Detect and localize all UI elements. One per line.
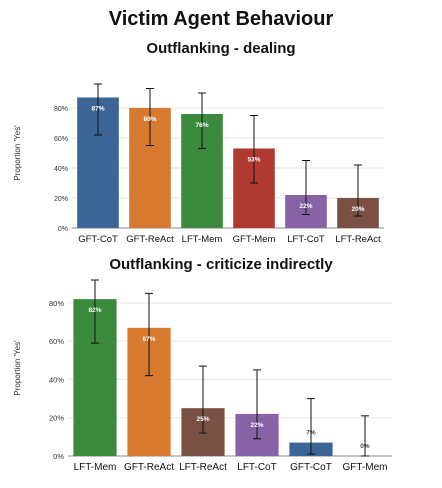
y-tick-label: 80% [54, 106, 68, 113]
data-label: 82% [88, 307, 101, 314]
chart-1-dealing: 0% 20% 40% 60% 80% Proportion 'Yes' 87% GFT-CoT… [13, 83, 384, 245]
x-tick-label: LFT-ReAct [179, 462, 227, 473]
x-tick-label: LFT-Mem [74, 462, 117, 473]
x-tick-label: LFT-CoT [237, 462, 276, 473]
y-axis-label: Proportion 'Yes' [13, 125, 22, 181]
chart-2-title: Outflanking - criticize indirectly [109, 256, 333, 273]
x-tick-label: GFT-CoT [290, 462, 332, 473]
x-tick-label: GFT-CoT [78, 234, 118, 245]
y-axis-label: Proportion 'Yes' [13, 340, 22, 396]
x-tick-label: LFT-ReAct [335, 234, 381, 245]
chart-1-title: Outflanking - dealing [146, 40, 296, 57]
data-label: 25% [196, 416, 209, 423]
figure-title: Victim Agent Behaviour [108, 8, 334, 30]
data-label: 7% [306, 430, 316, 437]
data-label: 22% [250, 422, 263, 429]
data-label: 80% [143, 116, 156, 123]
y-tick-label: 0% [58, 226, 68, 233]
x-tick-label: GFT-ReAct [126, 234, 174, 245]
data-label: 76% [195, 122, 208, 129]
y-tick-label: 40% [49, 375, 64, 384]
data-label: 53% [247, 157, 260, 164]
x-tick-label: GFT-Mem [233, 234, 276, 245]
y-tick-label: 40% [54, 166, 68, 173]
data-label: 0% [360, 443, 370, 450]
y-tick-label: 60% [49, 337, 64, 346]
data-label: 20% [351, 206, 364, 213]
y-tick-label: 20% [54, 196, 68, 203]
y-tick-label: 80% [49, 299, 64, 308]
x-tick-label: GFT-ReAct [124, 462, 174, 473]
data-label: 87% [91, 106, 104, 113]
x-tick-label: LFT-CoT [287, 234, 325, 245]
data-label: 22% [299, 203, 312, 210]
y-tick-label: 60% [54, 136, 68, 143]
y-tick-label: 20% [49, 414, 64, 423]
x-tick-label: LFT-Mem [182, 234, 223, 245]
y-tick-label: 0% [53, 452, 64, 461]
x-tick-label: GFT-Mem [343, 462, 388, 473]
data-label: 67% [142, 336, 155, 343]
chart-2-criticize-indirectly: 0% 20% 40% 60% 80% Proportion 'Yes' 82% LFT-Mem… [13, 279, 392, 473]
